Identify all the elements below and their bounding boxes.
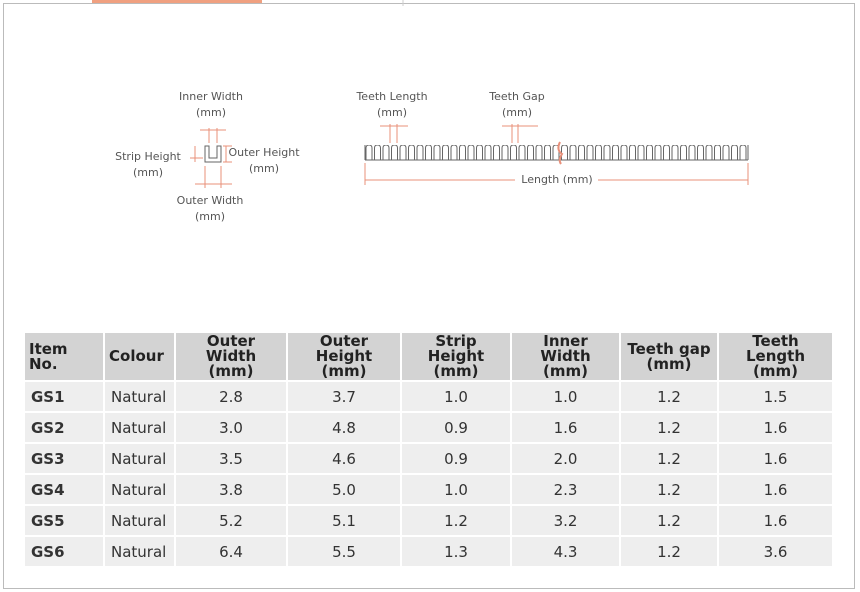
cell: 6.4 bbox=[175, 536, 288, 568]
cell: 1.3 bbox=[401, 536, 512, 568]
cell: 4.8 bbox=[287, 412, 402, 444]
cell: 3.8 bbox=[175, 474, 288, 506]
cell: 5.2 bbox=[175, 505, 288, 537]
item-no: GS1 bbox=[25, 381, 105, 413]
header-cell: Outer Width (mm) bbox=[175, 332, 288, 382]
strip-diagram bbox=[364, 124, 749, 185]
cell: Natural bbox=[104, 443, 176, 475]
header-unit: (mm) bbox=[543, 362, 588, 380]
header-cell: Item No. bbox=[25, 333, 105, 382]
cell: Natural bbox=[104, 505, 176, 537]
cell: 5.5 bbox=[287, 536, 402, 568]
header-name: Outer Width bbox=[205, 332, 257, 365]
cell: 1.0 bbox=[511, 381, 621, 413]
cell: Natural bbox=[104, 381, 176, 413]
header-unit: (mm) bbox=[753, 362, 798, 380]
label-inner-width: Inner Width (mm) bbox=[179, 90, 243, 119]
header-name: Strip Height bbox=[427, 332, 485, 365]
header-unit: (mm) bbox=[646, 354, 692, 373]
cell: Natural bbox=[104, 412, 176, 444]
header-cell: Teeth gap (mm) bbox=[620, 333, 719, 382]
cell: 1.2 bbox=[620, 505, 719, 537]
header-name: Outer Height bbox=[315, 332, 373, 365]
cell: 3.0 bbox=[175, 412, 288, 444]
cell: 4.3 bbox=[511, 536, 621, 568]
header-unit: (mm) bbox=[433, 362, 479, 380]
cell: 0.9 bbox=[401, 412, 512, 444]
header-name: Inner Width bbox=[540, 332, 591, 365]
header-name: Colour bbox=[109, 347, 164, 365]
cell: 1.0 bbox=[401, 381, 512, 413]
cell: 1.6 bbox=[718, 443, 834, 475]
cell: 1.2 bbox=[620, 412, 719, 444]
cell: 1.2 bbox=[401, 505, 512, 537]
cell: 1.6 bbox=[718, 505, 834, 537]
cell: Natural bbox=[104, 536, 176, 568]
table-row: GS2 Natural 3.0 4.8 0.9 1.6 1.2 1.6 bbox=[25, 412, 834, 444]
cell: 4.6 bbox=[287, 443, 402, 475]
cell: 1.6 bbox=[718, 412, 834, 444]
spec-table: Item No. Colour Outer Width (mm) Outer Heigh… bbox=[25, 333, 834, 568]
label-teeth-gap: Teeth Gap (mm) bbox=[489, 90, 545, 119]
header-unit: (mm) bbox=[208, 362, 254, 380]
cell: 2.3 bbox=[511, 474, 621, 506]
header-name: Item No. bbox=[29, 339, 68, 373]
item-no: GS4 bbox=[25, 474, 105, 506]
cell: 5.1 bbox=[287, 505, 402, 537]
header-name: Teeth gap bbox=[627, 339, 711, 358]
header-cell: Colour bbox=[104, 333, 176, 382]
top-accent bbox=[92, 0, 262, 3]
header-cell: Strip Height (mm) bbox=[401, 332, 512, 382]
cell: 1.5 bbox=[718, 381, 834, 413]
table-row: GS4 Natural 3.8 5.0 1.0 2.3 1.2 1.6 bbox=[25, 474, 834, 506]
header-cell: Teeth Length (mm) bbox=[718, 332, 834, 382]
cell: 1.6 bbox=[511, 412, 621, 444]
header-row: Item No. Colour Outer Width (mm) Outer Heigh… bbox=[25, 332, 834, 382]
cell: 5.0 bbox=[287, 474, 402, 506]
cell: Natural bbox=[104, 474, 176, 506]
item-no: GS2 bbox=[25, 412, 105, 444]
label-outer-height: Outer Height (mm) bbox=[228, 146, 300, 175]
header-cell: Outer Height (mm) bbox=[287, 332, 402, 382]
cell: 3.7 bbox=[287, 381, 402, 413]
cell: 1.6 bbox=[718, 474, 834, 506]
table-row: GS1 Natural 2.8 3.7 1.0 1.0 1.2 1.5 bbox=[25, 381, 834, 413]
cell: 1.2 bbox=[620, 381, 719, 413]
cell: 0.9 bbox=[401, 443, 512, 475]
cell: 1.0 bbox=[401, 474, 512, 506]
table-row: GS5 Natural 5.2 5.1 1.2 3.2 1.2 1.6 bbox=[25, 505, 834, 537]
item-no: GS6 bbox=[25, 536, 105, 568]
table-row: GS6 Natural 6.4 5.5 1.3 4.3 1.2 3.6 bbox=[25, 536, 834, 568]
label-length: Length (mm) bbox=[521, 173, 593, 186]
cell: 3.6 bbox=[718, 536, 834, 568]
cell: 2.0 bbox=[511, 443, 621, 475]
header-name: Teeth Length bbox=[746, 332, 805, 365]
cell: 2.8 bbox=[175, 381, 288, 413]
label-teeth-length: Teeth Length (mm) bbox=[356, 90, 428, 119]
cell: 1.2 bbox=[620, 443, 719, 475]
item-no: GS3 bbox=[25, 443, 105, 475]
label-outer-width: Outer Width (mm) bbox=[176, 194, 244, 223]
label-strip-height: Strip Height (mm) bbox=[115, 150, 181, 179]
table-row: GS3 Natural 3.5 4.6 0.9 2.0 1.2 1.6 bbox=[25, 443, 834, 475]
diagrams bbox=[190, 0, 749, 188]
table-body: GS1 Natural 2.8 3.7 1.0 1.0 1.2 1.5 GS2 Natural 3.… bbox=[25, 381, 834, 568]
cell: 3.2 bbox=[511, 505, 621, 537]
header-unit: (mm) bbox=[321, 362, 367, 380]
header-cell: Inner Width (mm) bbox=[511, 332, 621, 382]
cell: 3.5 bbox=[175, 443, 288, 475]
cell: 1.2 bbox=[620, 536, 719, 568]
item-no: GS5 bbox=[25, 505, 105, 537]
cell: 1.2 bbox=[620, 474, 719, 506]
profile-diagram bbox=[190, 128, 232, 188]
frame bbox=[3, 3, 855, 589]
